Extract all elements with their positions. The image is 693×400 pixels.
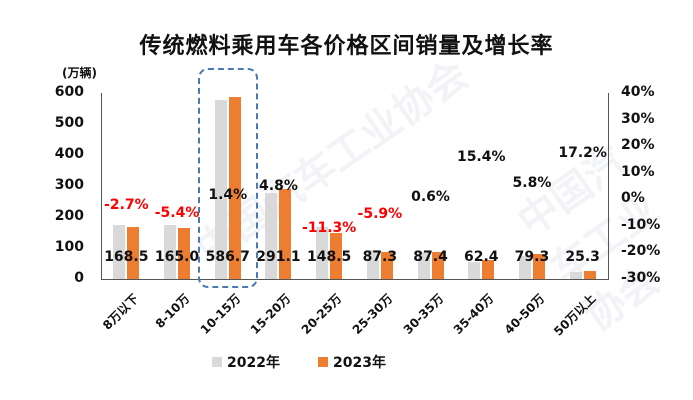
- value-label: 25.3: [565, 249, 600, 265]
- growth-rate-label: 5.8%: [512, 174, 552, 191]
- bar-2022: [265, 192, 278, 279]
- y-tick-label: 0: [74, 270, 84, 286]
- bar-2023: [431, 251, 444, 279]
- bar-2022: [468, 262, 481, 279]
- value-label: 586.7: [205, 249, 250, 265]
- x-tick-label: 8-10万: [152, 291, 193, 332]
- highlight-box: [198, 68, 258, 288]
- x-axis-line: [101, 279, 609, 280]
- growth-rate-label: -5.9%: [357, 205, 403, 222]
- y2-tick-label: 40%: [621, 84, 655, 100]
- legend-label-2023: 2023年: [333, 355, 386, 371]
- bar-2023: [228, 97, 241, 279]
- bar-2022: [569, 272, 582, 279]
- bar-2023: [279, 188, 292, 279]
- x-tick-label: 20-25万: [298, 291, 345, 337]
- y-tick-label: 500: [54, 115, 84, 131]
- growth-rate-label: -11.3%: [301, 220, 357, 237]
- bar-2022: [518, 255, 531, 279]
- value-label: 62.4: [463, 249, 499, 265]
- y2-tick-label: 30%: [621, 110, 655, 127]
- y2-tick-label: -10%: [621, 216, 661, 233]
- bar-2022: [316, 227, 329, 279]
- growth-rate-label: 1.4%: [208, 186, 248, 203]
- x-tick-label: 8万以下: [100, 291, 142, 333]
- value-label: 148.5: [306, 249, 352, 265]
- y2-tick-label: -20%: [621, 243, 661, 260]
- bar-2023: [532, 254, 545, 279]
- legend-item-2023: 2023年: [318, 352, 386, 372]
- bar-2022: [113, 225, 126, 279]
- bar-2022: [417, 252, 430, 279]
- y2-tick-label: 0%: [621, 190, 645, 207]
- y-axis-unit-label: (万辆): [62, 66, 97, 80]
- value-label: 87.4: [413, 249, 448, 265]
- value-label: 168.5: [104, 249, 149, 265]
- bar-2022: [164, 224, 177, 279]
- y-tick-label: 300: [54, 177, 84, 193]
- bar-2022: [214, 99, 227, 279]
- y-tick-label: 200: [54, 208, 84, 224]
- legend-label-2022: 2022年: [227, 355, 280, 371]
- value-label: 87.3: [362, 249, 398, 265]
- bar-2023: [482, 259, 495, 279]
- x-tick-label: 40-50万: [501, 291, 548, 337]
- bar-2023: [178, 227, 191, 279]
- x-tick-label: 50万以上: [550, 291, 598, 339]
- growth-rate-label: 17.2%: [558, 144, 607, 161]
- y2-tick-label: 20%: [621, 137, 655, 154]
- right-axis-line: [608, 93, 609, 279]
- growth-rate-label: 15.4%: [456, 149, 506, 166]
- bar-2023: [583, 271, 596, 279]
- y-tick-label: 100: [54, 239, 84, 255]
- x-tick-label: 25-30万: [349, 291, 396, 337]
- y2-tick-label: 10%: [621, 163, 655, 180]
- bar-2023: [380, 251, 393, 279]
- growth-rate-label: -5.4%: [154, 204, 200, 221]
- left-axis-line: [101, 93, 102, 279]
- bar-2022: [366, 250, 379, 279]
- legend-item-2022: 2022年: [212, 352, 280, 372]
- value-label: 291.1: [256, 249, 301, 265]
- chart-title: 传统燃料乘用车各价格区间销量及增长率: [139, 34, 554, 59]
- y-tick-label: 600: [54, 84, 84, 100]
- growth-rate-label: 0.6%: [411, 188, 450, 205]
- value-label: 165.0: [154, 249, 200, 265]
- legend-swatch-2023: [318, 357, 328, 367]
- bar-2023: [330, 232, 343, 279]
- growth-rate-label: -2.7%: [104, 197, 149, 214]
- y-tick-label: 400: [54, 146, 84, 162]
- y2-tick-label: -30%: [621, 270, 661, 286]
- growth-rate-label: 4.8%: [259, 177, 298, 194]
- bar-2023: [127, 226, 140, 279]
- legend-swatch-2022: [212, 357, 222, 367]
- value-label: 79.3: [514, 249, 550, 265]
